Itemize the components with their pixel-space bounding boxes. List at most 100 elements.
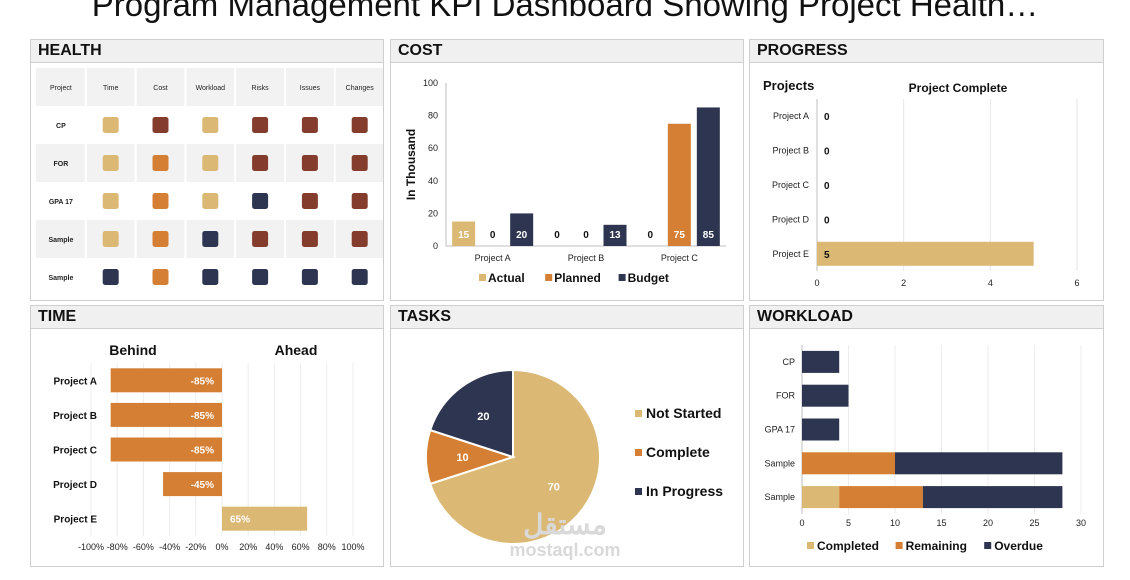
cost-bar-label: 20 bbox=[516, 230, 528, 241]
progress-x-tick-label: 4 bbox=[988, 278, 993, 288]
cost-bar-label: 15 bbox=[458, 230, 470, 241]
health-column-header-time: Time bbox=[103, 85, 118, 92]
time-bar-label: -85% bbox=[191, 411, 214, 422]
cost-bar-label: 0 bbox=[583, 230, 589, 241]
health-status-square-navy bbox=[252, 193, 269, 209]
progress-category-label: Project D bbox=[772, 214, 810, 224]
workload-category-label: FOR bbox=[776, 391, 795, 401]
health-row-label: Sample bbox=[48, 237, 73, 244]
progress-panel: PROGRESS Projects Project Complete 0 2 4 6 Pro… bbox=[749, 39, 1104, 301]
health-status-square-maroon bbox=[351, 193, 368, 209]
health-panel: HEALTH Project Time Cost Workload Risks Issue… bbox=[30, 39, 384, 301]
tasks-slice-in-progress bbox=[428, 368, 514, 459]
cost-panel-title: COST bbox=[391, 40, 743, 63]
time-bar-label: 65% bbox=[230, 515, 250, 526]
progress-x-tick-label: 2 bbox=[901, 278, 906, 288]
progress-category-label: Project C bbox=[772, 180, 810, 190]
health-status-square-maroon bbox=[301, 155, 318, 171]
workload-legend-label-overdue: Overdue bbox=[994, 539, 1043, 553]
cost-y-tick-label: 80 bbox=[428, 111, 438, 121]
progress-bar-label: 0 bbox=[824, 215, 830, 226]
cost-y-tick-label: 40 bbox=[428, 176, 438, 186]
time-chart: Behind Ahead -100% -80% -60% -40% -20% 0% 20% 40%… bbox=[53, 342, 364, 552]
progress-bar bbox=[817, 241, 1034, 266]
health-status-square-tan bbox=[102, 155, 119, 171]
workload-legend-swatch-completed bbox=[807, 542, 814, 549]
tasks-legend-swatch-complete bbox=[635, 449, 642, 456]
cost-bar-actual bbox=[452, 221, 476, 246]
cost-y-tick-label: 0 bbox=[433, 241, 438, 251]
cost-bar-label: 13 bbox=[609, 230, 621, 241]
progress-x-tick-label: 0 bbox=[814, 278, 819, 288]
tasks-chart: 70 10 20 Not Started Complete In Progress bbox=[425, 368, 723, 545]
health-status-square-tan bbox=[202, 193, 219, 209]
time-x-tick-label: 20% bbox=[239, 542, 257, 552]
workload-x-tick-label: 0 bbox=[799, 518, 804, 528]
watermark-arabic: مستقل bbox=[523, 509, 607, 540]
cost-y-tick-label: 100 bbox=[423, 78, 438, 88]
tasks-panel: TASKS 70 10 20 Not Started Complete In Progre… bbox=[390, 305, 744, 567]
cost-bar-label: 85 bbox=[703, 230, 715, 241]
tasks-slice-label: 70 bbox=[548, 482, 560, 494]
cost-bar-planned bbox=[667, 123, 691, 246]
health-column-header-project: Project bbox=[50, 85, 72, 92]
health-status-square-navy bbox=[202, 231, 219, 247]
workload-legend-swatch-overdue bbox=[984, 542, 992, 549]
health-row-label: GPA 17 bbox=[49, 199, 73, 206]
health-status-square-maroon bbox=[252, 117, 269, 133]
tasks-legend-swatch-in-progress bbox=[635, 488, 642, 495]
health-status-square-navy bbox=[351, 269, 368, 285]
tasks-legend-label-complete: Complete bbox=[646, 444, 710, 460]
workload-panel-title: WORKLOAD bbox=[750, 306, 1103, 329]
workload-category-label: CP bbox=[782, 357, 795, 367]
time-x-tick-label: -60% bbox=[133, 542, 154, 552]
time-category-label: Project B bbox=[53, 411, 97, 422]
cost-bar-label: 0 bbox=[490, 230, 496, 241]
watermark-latin: mostaql.com bbox=[509, 540, 621, 560]
time-x-tick-label: 80% bbox=[318, 542, 336, 552]
health-column-header-cost: Cost bbox=[153, 85, 167, 92]
progress-bar-label: 0 bbox=[824, 147, 830, 158]
health-status-square-maroon bbox=[351, 117, 368, 133]
time-bar-label: -85% bbox=[191, 446, 214, 457]
health-column-header-issues: Issues bbox=[300, 85, 321, 92]
workload-category-label: Sample bbox=[764, 458, 795, 468]
cost-legend-swatch-actual bbox=[479, 274, 486, 281]
time-header-ahead: Ahead bbox=[275, 342, 318, 358]
time-category-label: Project A bbox=[53, 376, 97, 387]
health-status-square-maroon bbox=[351, 231, 368, 247]
cost-chart: 0 20 40 60 80 100 In Thousand 15 0 20 Project A 0 0 1… bbox=[404, 78, 726, 285]
health-column-header-risks: Risks bbox=[252, 85, 270, 92]
workload-bar-remaining bbox=[802, 452, 895, 475]
cost-legend-label-actual: Actual bbox=[488, 271, 525, 285]
health-table: Project Time Cost Workload Risks Issues Change… bbox=[36, 68, 383, 296]
health-status-square-tan bbox=[102, 117, 119, 133]
health-status-square-maroon bbox=[301, 193, 318, 209]
health-status-square-tan bbox=[202, 155, 219, 171]
workload-bar-overdue bbox=[802, 350, 840, 373]
cost-bar-budget bbox=[603, 224, 627, 246]
cost-bar-budget bbox=[696, 107, 720, 246]
cost-x-tick-label: Project B bbox=[568, 253, 605, 263]
progress-category-label: Project A bbox=[773, 111, 809, 121]
health-status-square-navy bbox=[301, 269, 318, 285]
cost-panel: COST 0 20 40 60 80 100 In Thousand 15 0 20 Project… bbox=[390, 39, 744, 301]
workload-panel: WORKLOAD 0 5 10 15 20 25 30 CP FOR GPA 17 Sample Sa… bbox=[749, 305, 1104, 567]
workload-legend-swatch-remaining bbox=[895, 542, 903, 549]
workload-category-label: Sample bbox=[764, 492, 795, 502]
health-row-label: FOR bbox=[54, 161, 69, 168]
progress-y-axis-title: Projects bbox=[763, 78, 814, 93]
time-x-tick-label: 40% bbox=[265, 542, 283, 552]
time-x-tick-label: 0% bbox=[215, 542, 228, 552]
workload-bar-overdue bbox=[922, 486, 1063, 509]
health-status-square-maroon bbox=[252, 231, 269, 247]
workload-chart: 0 5 10 15 20 25 30 CP FOR GPA 17 Sample Sample Compl… bbox=[764, 345, 1086, 553]
health-status-square-maroon bbox=[301, 117, 318, 133]
tasks-legend-swatch-not-started bbox=[635, 410, 642, 417]
workload-x-tick-label: 5 bbox=[846, 518, 851, 528]
workload-bar-overdue bbox=[802, 384, 849, 407]
health-status-square-orange bbox=[152, 193, 169, 209]
workload-x-tick-label: 30 bbox=[1076, 518, 1086, 528]
time-bar-behind bbox=[110, 368, 222, 393]
time-bar-behind bbox=[163, 472, 222, 497]
